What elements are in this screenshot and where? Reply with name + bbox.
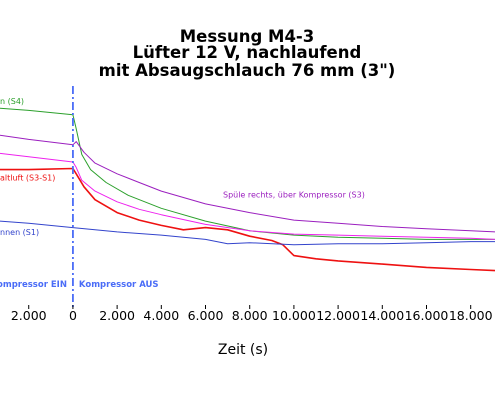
chart-title-line-3: mit Absaugschlauch 76 mm (3"): [99, 61, 396, 80]
series-line-2: [0, 134, 495, 233]
x-tick-label: 8.000: [232, 308, 268, 323]
x-tick-label: 18.000: [449, 308, 493, 323]
annotation-kompressor-aus: Kompressor AUS: [79, 280, 159, 290]
chart-title-line-1: Messung M4-3: [180, 27, 315, 46]
chart-title-line-2: Lüfter 12 V, nachlaufend: [133, 43, 362, 62]
series-line-3: [0, 152, 495, 240]
plot-area: n (S4) Spüle rechts, über Kompressor (S3)…: [0, 86, 495, 310]
x-axis-label: Zeit (s): [218, 342, 268, 358]
x-tick-label: 16.000: [405, 308, 449, 323]
series-line-1: [0, 107, 495, 240]
x-tick-label: 2.000: [11, 308, 47, 323]
x-tick-label: 2.000: [99, 308, 135, 323]
x-tick-label: 4.000: [143, 308, 179, 323]
x-tick-label: 6.000: [188, 308, 224, 323]
series-label-sp-le-rechts-ber-kompressor-s3: Spüle rechts, über Kompressor (S3): [223, 191, 365, 200]
series-label-altluft-s3-s1: altluft (S3-S1): [0, 173, 55, 182]
x-tick-label: 14.000: [360, 308, 404, 323]
x-tick-label: 10.000: [272, 308, 316, 323]
series-label-n-s4: n (S4): [0, 97, 24, 106]
series-line-5: [0, 220, 495, 246]
x-tick-label: 0: [69, 308, 77, 323]
x-tick-label: 12.000: [316, 308, 360, 323]
x-axis: 2.000 0 2.000 4.000 6.000 8.000 10.000 12.000 14…: [11, 305, 493, 323]
series-line-4: [0, 167, 495, 272]
annotation-kompressor-ein: Kompressor EIN: [0, 280, 67, 290]
series-label-nnen-s1: nnen (S1): [0, 228, 39, 237]
